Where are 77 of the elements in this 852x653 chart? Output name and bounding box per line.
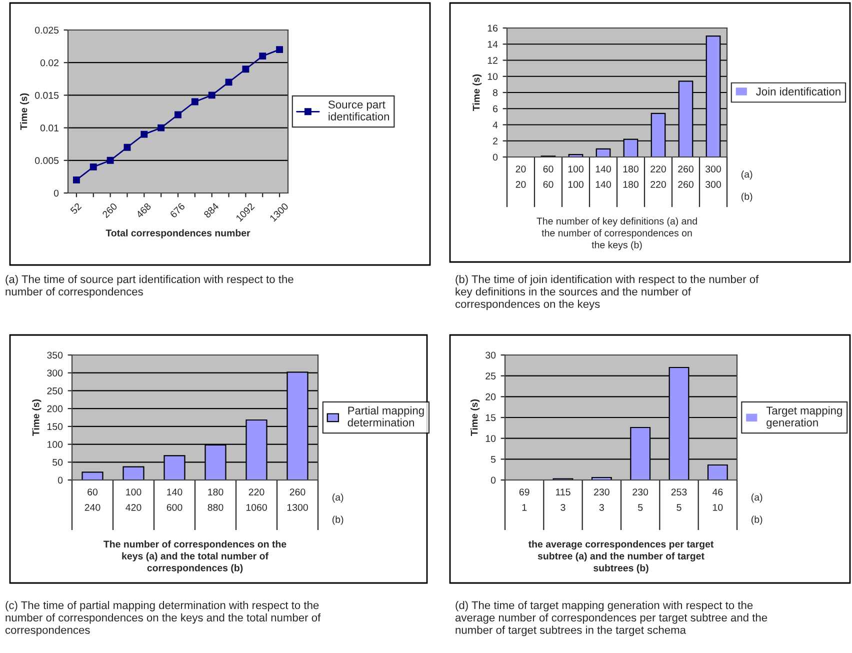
y-tick-label: 10 — [486, 435, 496, 442]
y-tick-label: 250 — [47, 387, 63, 394]
y-tick-label: 0.005 — [35, 157, 59, 164]
text: (a) The time of source part identification with respect to the number of correspondences — [6, 275, 294, 298]
x-tick-label: 115 3 — [556, 488, 570, 511]
x-tick-label: 69 1 — [519, 488, 530, 511]
y-axis-title: Time (s) — [470, 399, 480, 436]
x-tick-label: 230 5 — [632, 488, 648, 511]
text: (b) — [332, 516, 344, 525]
x-axis-title: The number of key definitions (a) and the number of correspondences on the keys (b) — [536, 217, 697, 250]
y-tick-label: 6 — [493, 105, 498, 112]
y-tick-label: 16 — [488, 24, 498, 32]
text: (a) — [332, 494, 344, 503]
legend-label: Target mapping generation — [766, 406, 842, 429]
y-tick-label: 50 — [52, 458, 63, 466]
text: (b) The time of join identification with respect to the number of key definitions in the sources and the number of correspondences on the keys — [455, 275, 759, 310]
x-tick-label: 260 — [102, 202, 118, 218]
text: (b) — [751, 516, 762, 525]
x-tick-label: 300 300 — [706, 166, 721, 188]
x-tick-label: 230 3 — [594, 488, 610, 511]
x-tick-label: 60 240 — [84, 488, 100, 511]
x-tick-label: 100 420 — [126, 488, 142, 511]
text: (c) The time of partial mapping determination with respect to the number of correspondences on the keys and the total number of correspondences — [5, 601, 321, 636]
y-tick-label: 0 — [490, 476, 496, 484]
x-tick-label: 180 180 — [623, 166, 638, 188]
x-tick-label: 468 — [136, 202, 152, 218]
x-tick-label: 140 140 — [596, 166, 611, 188]
x-axis-title: Total correspondences number — [106, 229, 250, 238]
x-tick-label: 46 10 — [712, 488, 723, 511]
x-tick-label: 180 880 — [208, 488, 224, 511]
y-tick-label: 150 — [47, 423, 63, 430]
x-tick-label: 253 5 — [671, 488, 687, 511]
x-axis-title: The number of correspondences on the keys (a) and the total number of correspondences (b) — [104, 540, 286, 574]
legend-label: Join identification — [756, 87, 840, 96]
x-tick-label: 884 — [203, 202, 220, 218]
y-tick-label: 20 — [486, 393, 496, 400]
legend-label: Source part identification — [328, 100, 389, 120]
x-axis-title: the average correspondences per target subtree (a) and the number of target subtrees (b) — [528, 540, 714, 574]
y-tick-label: 5 — [490, 456, 496, 463]
x-tick-label: 100 100 — [568, 166, 584, 188]
y-axis-title: Time (s) — [472, 74, 482, 111]
x-tick-label: 20 20 — [516, 166, 526, 188]
y-axis-title: Time (s) — [20, 93, 30, 130]
text: (a) — [751, 494, 762, 503]
x-tick-label: 60 60 — [543, 166, 554, 188]
x-tick-label: 220 1060 — [246, 488, 267, 511]
y-tick-label: 0.025 — [35, 26, 59, 34]
x-tick-label: 220 220 — [650, 166, 666, 188]
y-tick-label: 350 — [47, 352, 63, 359]
legend-label: Partial mapping determination — [348, 406, 424, 426]
y-tick-label: 12 — [488, 56, 498, 64]
y-tick-label: 0 — [58, 476, 63, 484]
x-tick-label: 140 600 — [166, 488, 182, 511]
y-tick-label: 0 — [54, 190, 59, 197]
x-tick-label: 260 260 — [678, 166, 694, 188]
y-tick-label: 30 — [486, 352, 496, 359]
y-tick-label: 2 — [493, 138, 498, 144]
text: (d) The time of target mapping generation with respect to the average number of correspondences per target subtree and the number of target subtrees in the target schema — [455, 601, 768, 636]
y-tick-label: 200 — [47, 405, 63, 412]
y-tick-label: 300 — [47, 370, 63, 376]
y-tick-label: 0.01 — [40, 124, 58, 132]
x-tick-label: 52 — [70, 202, 82, 214]
x-tick-label: 260 1300 — [287, 488, 308, 511]
y-tick-label: 0.02 — [40, 59, 58, 66]
x-tick-label: 676 — [170, 202, 186, 218]
y-tick-label: 14 — [488, 40, 498, 48]
text: (b) — [741, 192, 752, 202]
y-tick-label: 0 — [492, 154, 498, 161]
y-tick-label: 4 — [492, 122, 498, 128]
y-tick-label: 8 — [492, 89, 498, 96]
y-axis-title: Time (s) — [32, 399, 42, 436]
y-tick-label: 25 — [486, 372, 496, 380]
y-tick-label: 10 — [488, 73, 498, 80]
y-tick-label: 0.015 — [35, 92, 59, 99]
text: (a) — [741, 170, 752, 180]
y-tick-label: 100 — [47, 441, 63, 448]
y-tick-label: 15 — [486, 414, 496, 422]
